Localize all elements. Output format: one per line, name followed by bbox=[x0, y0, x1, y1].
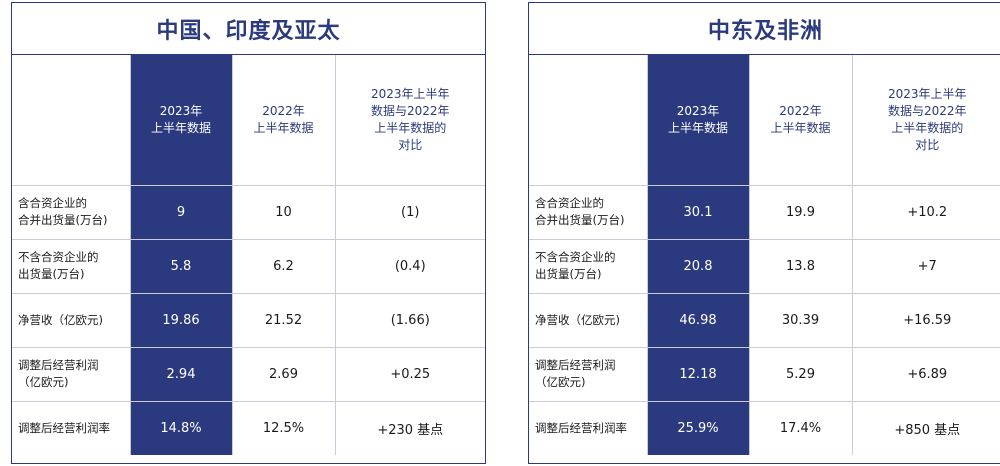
value-2023h1: 20.8 bbox=[646, 238, 750, 294]
header-comparison: 2023年上半年 数据与2022年 上半年数据的 对比 bbox=[851, 55, 1000, 186]
header-empty-cell bbox=[529, 55, 648, 186]
row-label: 含合资企业的 合并出货量(万台) bbox=[12, 184, 131, 240]
value-2023h1: 9 bbox=[129, 184, 233, 240]
row-label: 不含合资企业的 出货量(万台) bbox=[529, 238, 648, 294]
table-row: 含合资企业的 合并出货量(万台) 9 10 (1) bbox=[12, 184, 485, 240]
value-comparison: +10.2 bbox=[851, 184, 1000, 240]
value-comparison: (0.4) bbox=[334, 238, 485, 294]
table-row: 净营收（亿欧元) 46.98 30.39 +16.59 bbox=[529, 292, 1000, 348]
row-label: 调整后经营利润 （亿欧元) bbox=[12, 346, 131, 402]
header-empty-cell bbox=[12, 55, 131, 186]
value-2023h1: 12.18 bbox=[646, 346, 750, 402]
header-row: 2023年 上半年数据 2022年 上半年数据 2023年上半年 数据与2022… bbox=[529, 55, 1000, 186]
row-label: 调整后经营利润 （亿欧元) bbox=[529, 346, 648, 402]
table-row: 不含合资企业的 出货量(万台) 20.8 13.8 +7 bbox=[529, 238, 1000, 294]
data-table: 2023年 上半年数据 2022年 上半年数据 2023年上半年 数据与2022… bbox=[12, 55, 485, 455]
value-comparison: +230 基点 bbox=[334, 400, 485, 455]
header-2023h1: 2023年 上半年数据 bbox=[129, 55, 233, 186]
value-2022h1: 30.39 bbox=[748, 292, 853, 348]
table-row: 净营收（亿欧元) 19.86 21.52 (1.66) bbox=[12, 292, 485, 348]
value-2022h1: 5.29 bbox=[748, 346, 853, 402]
panel-title: 中国、印度及亚太 bbox=[12, 3, 485, 55]
value-2022h1: 2.69 bbox=[231, 346, 336, 402]
value-2022h1: 13.8 bbox=[748, 238, 853, 294]
header-comparison: 2023年上半年 数据与2022年 上半年数据的 对比 bbox=[334, 55, 485, 186]
value-2023h1: 14.8% bbox=[129, 400, 233, 455]
header-2023h1: 2023年 上半年数据 bbox=[646, 55, 750, 186]
value-2023h1: 25.9% bbox=[646, 400, 750, 455]
table-row: 调整后经营利润 （亿欧元) 12.18 5.29 +6.89 bbox=[529, 346, 1000, 402]
value-comparison: +0.25 bbox=[334, 346, 485, 402]
row-label: 含合资企业的 合并出货量(万台) bbox=[529, 184, 648, 240]
value-comparison: +7 bbox=[851, 238, 1000, 294]
region-table-china-india-apac: 中国、印度及亚太 2023年 上半年数据 2022年 上半年数据 2023年上半… bbox=[11, 2, 486, 464]
table-row: 调整后经营利润 （亿欧元) 2.94 2.69 +0.25 bbox=[12, 346, 485, 402]
header-2022h1: 2022年 上半年数据 bbox=[748, 55, 853, 186]
panel-title: 中东及非洲 bbox=[529, 3, 1000, 55]
value-comparison: (1.66) bbox=[334, 292, 485, 348]
header-row: 2023年 上半年数据 2022年 上半年数据 2023年上半年 数据与2022… bbox=[12, 55, 485, 186]
value-comparison: +850 基点 bbox=[851, 400, 1000, 455]
table-row: 含合资企业的 合并出货量(万台) 30.1 19.9 +10.2 bbox=[529, 184, 1000, 240]
table-row: 不含合资企业的 出货量(万台) 5.8 6.2 (0.4) bbox=[12, 238, 485, 294]
value-2023h1: 30.1 bbox=[646, 184, 750, 240]
value-2022h1: 21.52 bbox=[231, 292, 336, 348]
row-label: 不含合资企业的 出货量(万台) bbox=[12, 238, 131, 294]
value-2022h1: 6.2 bbox=[231, 238, 336, 294]
value-2022h1: 12.5% bbox=[231, 400, 336, 455]
data-table: 2023年 上半年数据 2022年 上半年数据 2023年上半年 数据与2022… bbox=[529, 55, 1000, 455]
table-row: 调整后经营利润率 14.8% 12.5% +230 基点 bbox=[12, 400, 485, 455]
value-comparison: +6.89 bbox=[851, 346, 1000, 402]
value-2022h1: 10 bbox=[231, 184, 336, 240]
row-label: 调整后经营利润率 bbox=[529, 400, 648, 455]
value-2023h1: 5.8 bbox=[129, 238, 233, 294]
header-2022h1: 2022年 上半年数据 bbox=[231, 55, 336, 186]
value-2023h1: 2.94 bbox=[129, 346, 233, 402]
row-label: 净营收（亿欧元) bbox=[529, 292, 648, 348]
value-2022h1: 19.9 bbox=[748, 184, 853, 240]
value-comparison: +16.59 bbox=[851, 292, 1000, 348]
value-2022h1: 17.4% bbox=[748, 400, 853, 455]
table-row: 调整后经营利润率 25.9% 17.4% +850 基点 bbox=[529, 400, 1000, 455]
value-2023h1: 46.98 bbox=[646, 292, 750, 348]
value-comparison: (1) bbox=[334, 184, 485, 240]
row-label: 调整后经营利润率 bbox=[12, 400, 131, 455]
value-2023h1: 19.86 bbox=[129, 292, 233, 348]
row-label: 净营收（亿欧元) bbox=[12, 292, 131, 348]
region-table-middle-east-africa: 中东及非洲 2023年 上半年数据 2022年 上半年数据 2023年上半年 数… bbox=[528, 2, 1000, 464]
